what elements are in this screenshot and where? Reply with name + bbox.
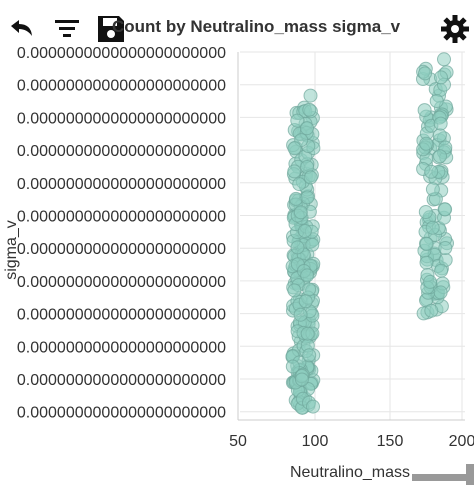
chart-title: Count by Neutralino_mass sigma_v xyxy=(112,17,401,36)
x-tick-label: 100 xyxy=(302,433,329,450)
y-tick-label: 0.0000000000000000000000 xyxy=(17,241,226,258)
data-point xyxy=(297,224,312,238)
y-tick-label: 0.0000000000000000000000 xyxy=(17,78,226,95)
resize-handle[interactable] xyxy=(412,464,474,485)
data-point xyxy=(298,294,313,309)
data-point xyxy=(292,177,307,192)
data-point xyxy=(302,282,317,297)
y-tick-label: 0.0000000000000000000000 xyxy=(17,405,226,422)
data-point xyxy=(300,121,314,136)
y-tick-label: 0.0000000000000000000000 xyxy=(17,110,226,127)
points xyxy=(285,52,454,415)
y-tick-label: 0.0000000000000000000000 xyxy=(17,45,226,62)
x-tick-label: 50 xyxy=(229,433,247,450)
data-point xyxy=(289,191,303,206)
toolbar: Count by Neutralino_mass sigma_v xyxy=(0,0,474,56)
data-point xyxy=(425,220,440,235)
x-ticks: 50 100 150 200 xyxy=(229,433,474,450)
gear-icon[interactable] xyxy=(438,12,472,46)
data-point xyxy=(287,164,302,179)
data-point xyxy=(419,136,434,151)
data-point xyxy=(418,205,433,219)
y-tick-label: 0.0000000000000000000000 xyxy=(17,307,226,324)
data-point xyxy=(438,241,453,255)
data-point xyxy=(424,164,439,179)
data-point xyxy=(434,263,449,278)
data-point xyxy=(305,237,320,252)
y-ticks: 0.0000000000000000000000 0.00000000000000… xyxy=(17,45,226,422)
data-point xyxy=(419,255,434,270)
data-point xyxy=(290,113,305,128)
filter-icon[interactable] xyxy=(50,12,84,46)
data-point xyxy=(438,202,453,217)
x-tick-label: 150 xyxy=(377,433,404,450)
data-point xyxy=(437,52,451,67)
data-point xyxy=(429,94,444,108)
data-point xyxy=(433,116,448,131)
y-tick-label: 0.0000000000000000000000 xyxy=(17,274,226,291)
data-point xyxy=(306,399,320,414)
data-point xyxy=(293,205,308,220)
data-point xyxy=(287,141,302,156)
data-point xyxy=(424,303,439,318)
data-point xyxy=(302,102,317,117)
data-point xyxy=(433,285,448,300)
y-tick-label: 0.0000000000000000000000 xyxy=(17,209,226,226)
data-point xyxy=(419,236,434,251)
data-point xyxy=(302,348,317,363)
data-point xyxy=(300,326,315,341)
data-point xyxy=(293,307,308,322)
data-point xyxy=(303,88,318,103)
data-point xyxy=(300,268,315,283)
y-tick-label: 0.0000000000000000000000 xyxy=(17,372,226,389)
data-point xyxy=(285,359,300,374)
data-point xyxy=(425,182,440,197)
data-point xyxy=(300,190,315,205)
data-point xyxy=(294,372,309,387)
undo-icon[interactable] xyxy=(4,12,38,46)
data-point xyxy=(417,103,432,118)
save-icon[interactable] xyxy=(94,12,128,46)
data-point xyxy=(434,70,448,85)
data-point xyxy=(303,170,318,185)
y-tick-label: 0.0000000000000000000000 xyxy=(17,143,226,160)
y-tick-label: 0.0000000000000000000000 xyxy=(17,176,226,193)
data-point xyxy=(290,240,305,255)
data-point xyxy=(418,66,432,81)
data-point xyxy=(433,149,447,164)
data-point xyxy=(287,283,302,298)
x-axis-label: Neutralino_mass xyxy=(290,464,410,481)
x-tick-label: 200 xyxy=(449,433,474,450)
y-axis-label: sigma_v xyxy=(3,220,20,280)
y-tick-label: 0.0000000000000000000000 xyxy=(17,339,226,356)
data-point xyxy=(423,274,438,289)
